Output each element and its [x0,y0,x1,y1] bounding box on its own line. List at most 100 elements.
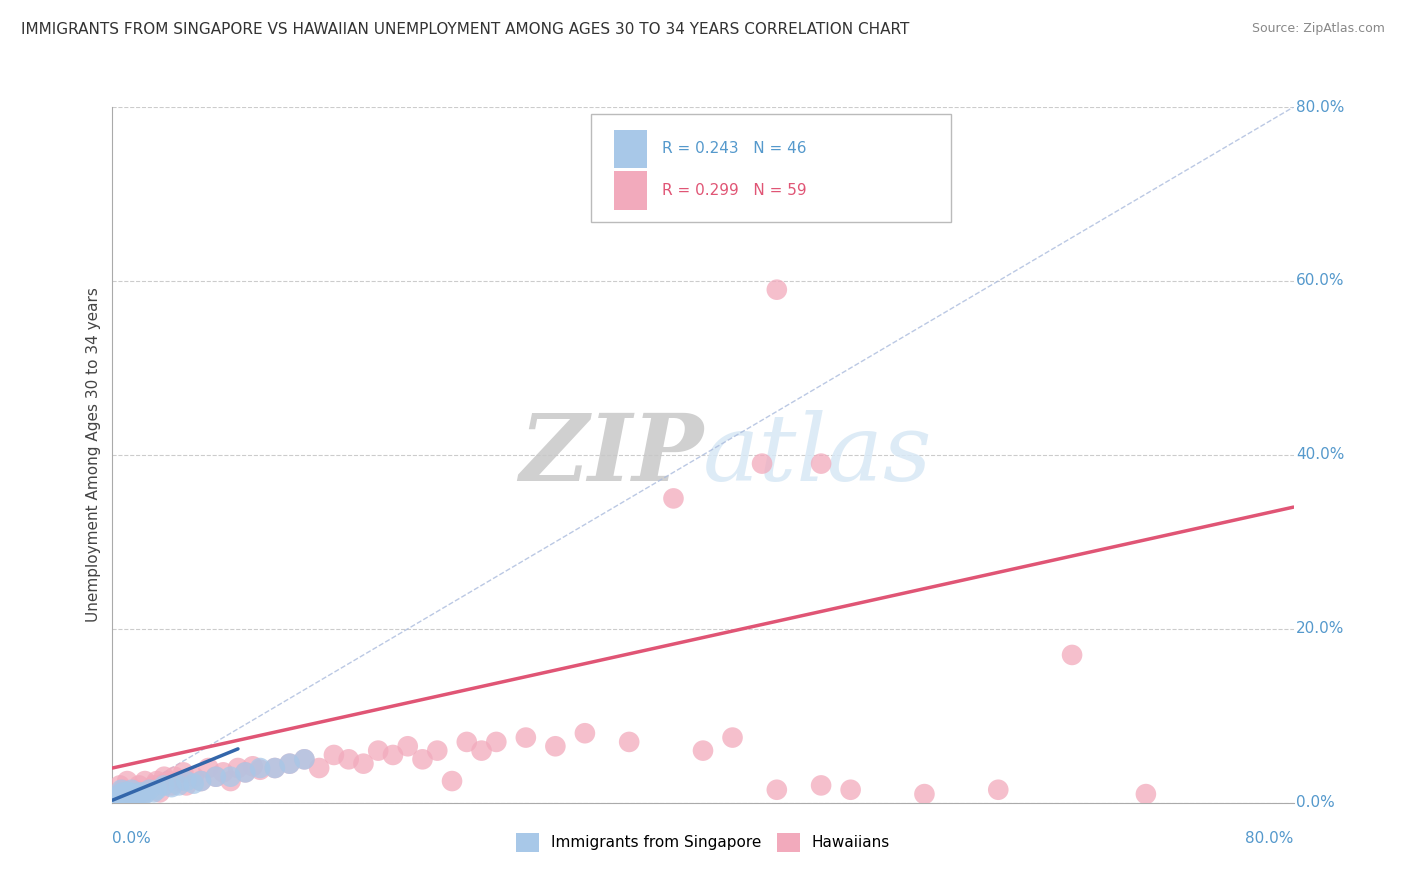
FancyBboxPatch shape [591,114,950,222]
Point [308,761,330,775]
Point [987,782,1010,797]
Point [426,744,449,758]
Point [212,765,235,780]
Point [190,774,212,789]
Point [117,785,138,799]
Point [138,782,160,797]
Text: atlas: atlas [703,410,932,500]
Text: 0.0%: 0.0% [1296,796,1334,810]
Point [292,752,315,766]
Point [839,782,862,797]
Point [157,774,180,789]
Point [131,789,153,803]
Point [125,790,148,805]
Point [153,770,176,784]
Text: IMMIGRANTS FROM SINGAPORE VS HAWAIIAN UNEMPLOYMENT AMONG AGES 30 TO 34 YEARS COR: IMMIGRANTS FROM SINGAPORE VS HAWAIIAN UN… [21,22,910,37]
Text: 20.0%: 20.0% [1296,622,1344,636]
Point [197,761,219,775]
Point [219,770,242,784]
Point [121,790,143,805]
Point [114,789,136,803]
Point [120,791,142,805]
Point [146,782,169,797]
Point [1135,787,1157,801]
Point [292,752,315,766]
Point [117,789,138,803]
Point [226,761,249,775]
Point [110,791,132,805]
Point [692,744,714,758]
Point [183,770,205,784]
Point [111,785,134,799]
Point [110,782,132,797]
FancyBboxPatch shape [614,171,648,210]
Point [810,778,832,792]
Point [111,791,134,805]
Point [121,782,143,797]
Point [662,491,685,506]
Point [117,791,138,805]
Point [766,283,789,297]
Point [118,787,141,801]
Point [167,774,190,789]
Point [205,770,228,784]
Point [138,782,160,797]
Point [219,774,242,789]
Point [108,778,131,792]
Text: R = 0.299   N = 59: R = 0.299 N = 59 [662,183,806,198]
Point [124,787,146,801]
Point [367,744,389,758]
Text: 80.0%: 80.0% [1246,830,1294,846]
Point [810,457,832,471]
Point [574,726,596,740]
Point [603,191,626,205]
Point [264,761,287,775]
Text: R = 0.243   N = 46: R = 0.243 N = 46 [662,141,806,156]
Point [163,770,186,784]
Point [751,457,773,471]
Point [249,761,271,775]
Point [233,765,256,780]
Point [120,785,142,799]
Point [278,756,301,771]
Point [149,785,172,799]
Legend: Immigrants from Singapore, Hawaiians: Immigrants from Singapore, Hawaiians [510,827,896,858]
Point [120,787,142,801]
Point [160,780,183,794]
Point [441,774,464,789]
Text: 40.0%: 40.0% [1296,448,1344,462]
Text: Source: ZipAtlas.com: Source: ZipAtlas.com [1251,22,1385,36]
Text: 0.0%: 0.0% [112,830,152,846]
Point [382,747,405,762]
Point [112,787,135,801]
Point [108,789,131,803]
Point [172,765,194,780]
Text: ZIP: ZIP [519,410,703,500]
Point [205,770,228,784]
Point [914,787,936,801]
Point [167,778,190,792]
Point [337,752,360,766]
Point [146,774,169,789]
Point [111,782,134,797]
Point [117,793,138,807]
Point [174,778,197,792]
Point [134,787,156,801]
Point [114,791,136,805]
Point [142,785,165,799]
Point [124,782,146,797]
Point [544,739,567,754]
Point [352,756,374,771]
Point [323,747,346,762]
Point [485,735,508,749]
Point [110,787,132,801]
Point [129,785,152,799]
Point [183,777,205,791]
Point [160,778,183,792]
Point [190,774,212,789]
Point [619,735,641,749]
Point [108,791,131,805]
Point [112,790,135,805]
Point [117,774,138,789]
FancyBboxPatch shape [614,129,648,168]
